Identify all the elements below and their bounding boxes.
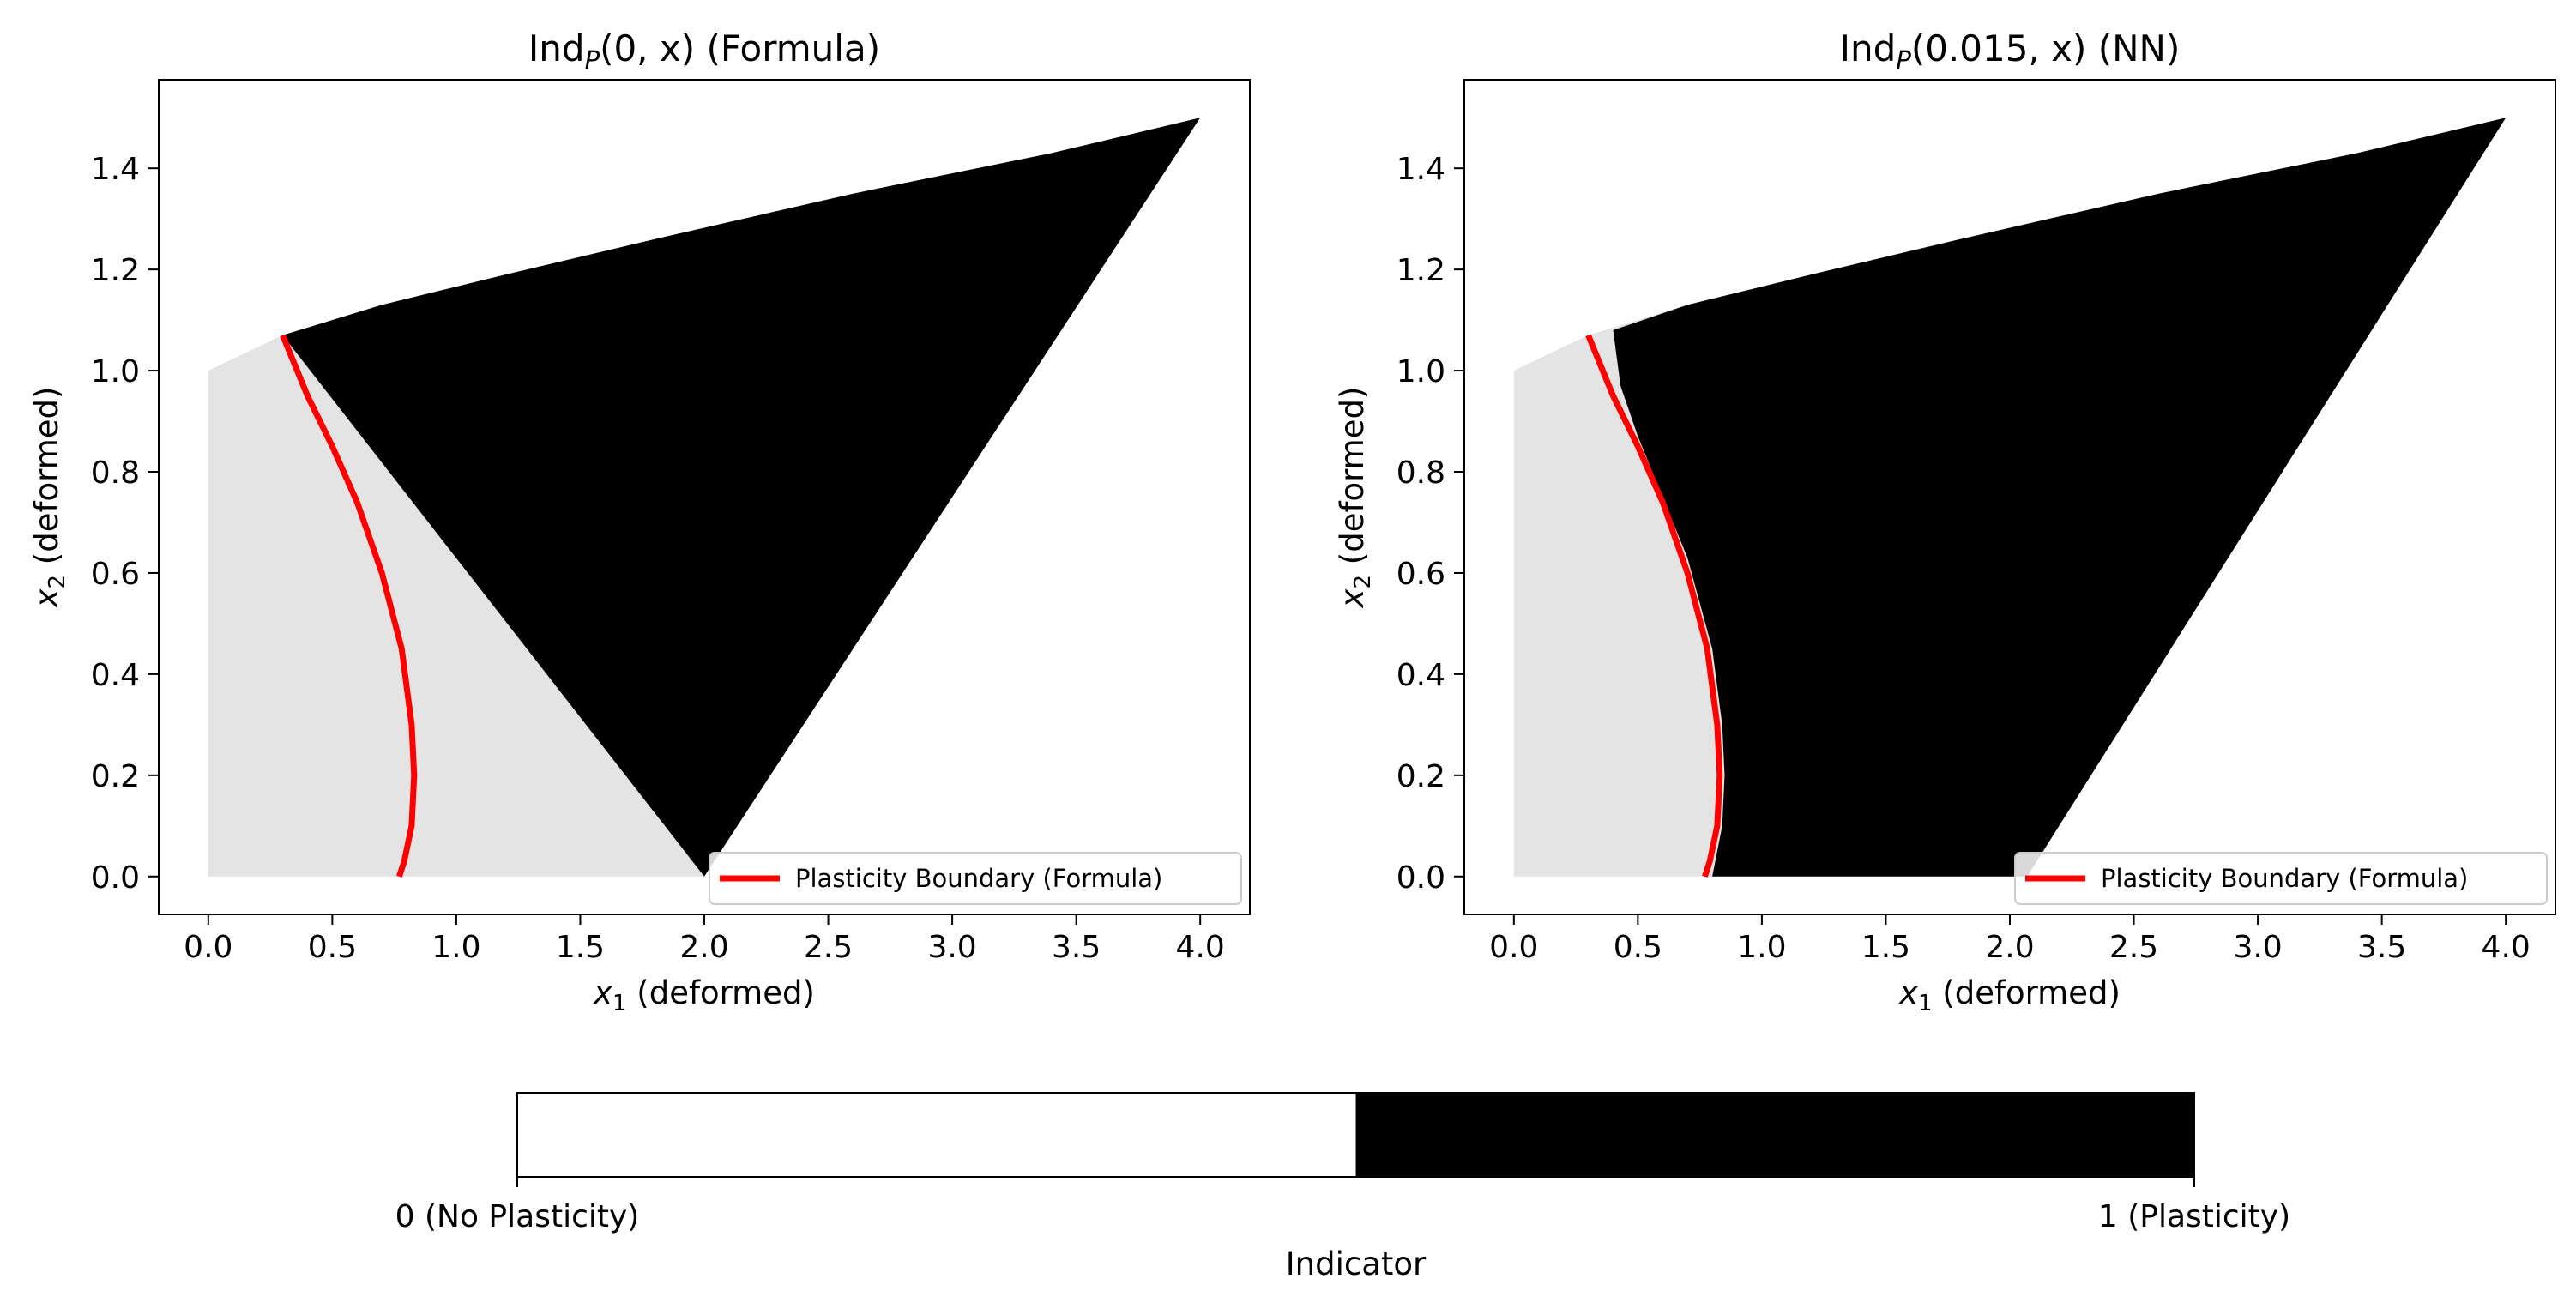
colorbar-tick-label: 1 (Plasticity): [2098, 1199, 2290, 1234]
x-tick-label: 0.0: [1489, 930, 1538, 965]
y-axis-subscript: 2: [1350, 575, 1376, 589]
title-subscript: P: [585, 45, 600, 75]
x-tick-label: 2.0: [1985, 930, 2034, 965]
x-axis-symbol: x: [1898, 974, 1919, 1011]
y-tick-label: 1.2: [91, 253, 140, 288]
chart-title: IndP(0, x) (Formula): [528, 27, 880, 75]
y-tick-label: 1.4: [1397, 152, 1445, 187]
legend-label: Plasticity Boundary (Formula): [2101, 864, 2468, 893]
legend: Plasticity Boundary (Formula): [709, 852, 1242, 905]
y-tick-label: 0.6: [91, 557, 140, 592]
x-tick-label: 4.0: [2482, 930, 2531, 965]
title-args: (0, x): [600, 27, 695, 69]
y-tick-label: 0.6: [1397, 557, 1445, 592]
x-axis-label: x1 (deformed): [1898, 974, 2121, 1016]
title-suffix: (NN): [2086, 27, 2180, 69]
chart-title: IndP(0.015, x) (NN): [1840, 27, 2181, 75]
x-tick-label: 2.5: [2109, 930, 2158, 965]
x-tick-label: 1.5: [1861, 930, 1910, 965]
y-tick-label: 0.4: [91, 658, 140, 693]
x-tick-label: 1.0: [431, 930, 480, 965]
x-tick-label: 2.0: [679, 930, 728, 965]
y-axis-label: x2 (deformed): [1334, 387, 1376, 609]
legend-box: [709, 852, 1242, 905]
colorbar-segment: [1355, 1093, 2194, 1177]
x-axis-text: (deformed): [627, 974, 815, 1011]
title-prefix: Ind: [528, 27, 585, 69]
x-axis-subscript: 1: [1918, 991, 1933, 1016]
y-tick-label: 0.8: [91, 455, 140, 491]
y-tick-label: 0.2: [91, 759, 140, 794]
x-tick-label: 1.0: [1737, 930, 1786, 965]
legend-box: [2014, 852, 2548, 905]
chart-panel-2: 0.0 0.5 1.0 1.5 2.0 2.5 3.0 3.5 4.0 0.0 0.2 0.4 0.6 0…: [1334, 27, 2556, 1016]
colorbar-segment: [517, 1093, 1356, 1177]
y-tick-label: 1.2: [1397, 253, 1445, 288]
y-axis-text: (deformed): [1334, 387, 1371, 575]
y-axis-text: (deformed): [28, 387, 65, 575]
plasticity-boundary-line: [280, 334, 418, 878]
x-tick-label: 3.0: [2233, 930, 2282, 965]
x-tick-label: 0.5: [308, 930, 357, 965]
x-tick-label: 3.5: [1052, 930, 1101, 965]
x-tick-label: 4.0: [1176, 930, 1225, 965]
y-axis-subscript: 2: [45, 575, 70, 589]
colorbar-frame: [516, 1092, 2195, 1178]
x-tick-label: 2.5: [804, 930, 853, 965]
y-tick-label: 1.0: [91, 354, 140, 389]
legend: Plasticity Boundary (Formula): [2014, 852, 2548, 905]
y-axis-label: x2 (deformed): [28, 387, 70, 609]
colorbar-tick-label: 0 (No Plasticity): [395, 1199, 640, 1234]
y-tick-label: 1.4: [91, 152, 140, 187]
title-subscript: P: [1896, 45, 1911, 75]
x-tick-label: 0.0: [184, 930, 232, 965]
y-tick-label: 0.0: [1397, 860, 1445, 896]
chart-panel-1: 0.0 0.5 1.0 1.5 2.0 2.5 3.0 3.5 4.0 0.0 0.2 0.4 0.6 0…: [28, 27, 1251, 1016]
title-prefix: Ind: [1840, 27, 1897, 69]
y-tick-label: 0.8: [1397, 455, 1445, 491]
y-axis-symbol: x: [1334, 588, 1371, 608]
x-axis-symbol: x: [593, 974, 613, 1011]
legend-label: Plasticity Boundary (Formula): [795, 864, 1162, 893]
x-axis-subscript: 1: [612, 991, 627, 1016]
x-axis-text: (deformed): [1933, 974, 2121, 1011]
plasticity-region: [282, 118, 1201, 877]
x-tick-label: 3.0: [927, 930, 976, 965]
y-tick-label: 0.2: [1397, 759, 1445, 794]
x-tick-label: 3.5: [2357, 930, 2406, 965]
y-tick-label: 0.0: [91, 860, 140, 896]
y-tick-label: 0.4: [1397, 658, 1445, 693]
y-axis-symbol: x: [28, 588, 65, 608]
plasticity-region: [1613, 118, 2507, 877]
x-tick-label: 0.5: [1614, 930, 1662, 965]
colorbar: 0 (No Plasticity) 1 (Plasticity) Indicator: [395, 1092, 2290, 1282]
y-tick-label: 1.0: [1397, 354, 1445, 389]
x-tick-label: 1.5: [556, 930, 605, 965]
title-args: (0.015, x): [1911, 27, 2087, 69]
x-axis-label: x1 (deformed): [593, 974, 815, 1016]
colorbar-label: Indicator: [1286, 1246, 1427, 1282]
plasticity-boundary-line: [1585, 334, 1723, 878]
title-suffix: (Formula): [695, 27, 880, 69]
